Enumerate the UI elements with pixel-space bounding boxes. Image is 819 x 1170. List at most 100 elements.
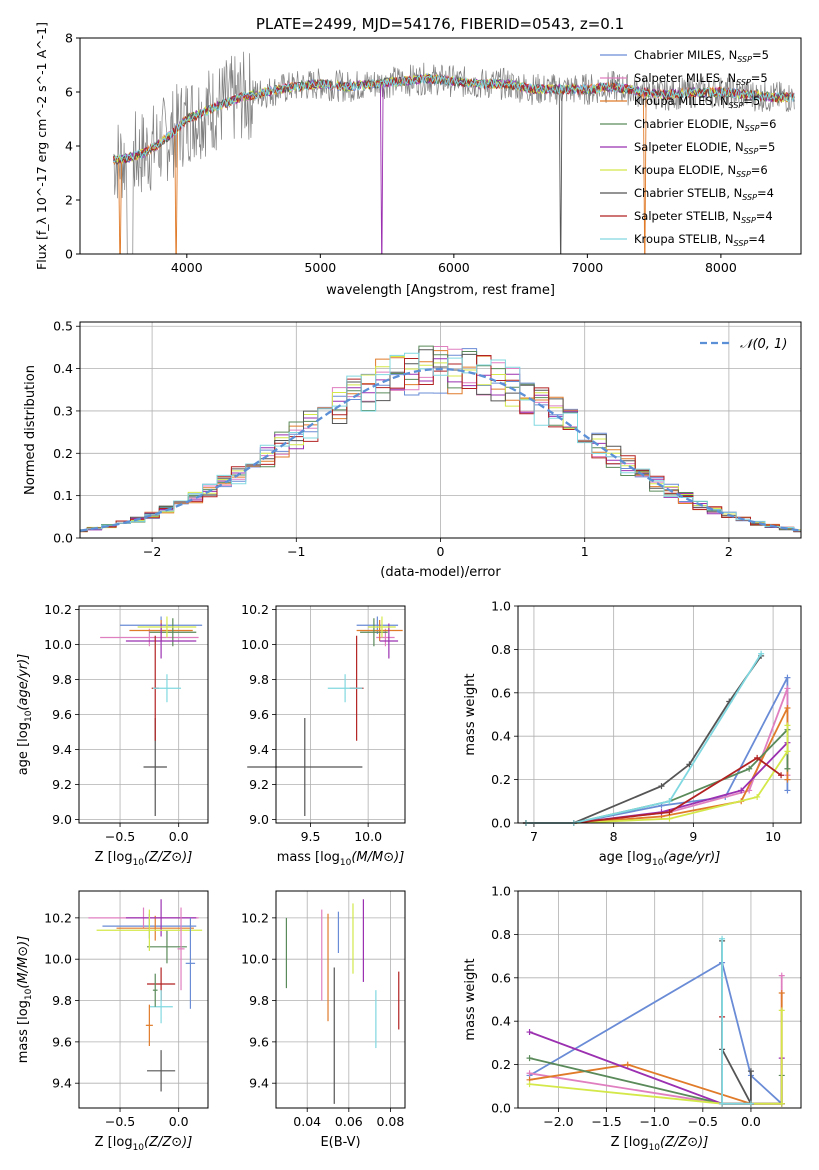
y-axis-label: Flux [f_λ 10^-17 erg cm^-2 s^-1 A^-1]: [34, 22, 49, 270]
y-tick-label: 9.6: [249, 1034, 269, 1049]
x-axis-label: Z [log10(Z/Z⊙)]: [95, 850, 193, 868]
axes-frame: [275, 890, 406, 1109]
weight-point-marker: [526, 1081, 533, 1088]
weight-point-marker: [666, 809, 673, 816]
y-tick-label: 9.4: [52, 1076, 72, 1091]
y-tick-label: 0.3: [53, 403, 73, 418]
weight-point-marker: [666, 798, 673, 805]
legend-label: Chabrier ELODIE, NSSP=6: [634, 117, 776, 133]
y-tick-label: 10.0: [44, 637, 72, 652]
weight-point-marker: [784, 685, 791, 692]
x-tick-label: −0.5: [105, 829, 135, 844]
axes-frame: [78, 605, 209, 824]
y-tick-label: 10.2: [44, 910, 72, 925]
y-tick-label: 0.4: [53, 361, 73, 376]
weight-line: [526, 688, 789, 824]
axes-frame: [79, 321, 802, 539]
y-tick-label: 10.2: [241, 602, 269, 617]
y-tick-label: 9.4: [52, 742, 72, 757]
x-tick-label: 0.0: [741, 1114, 761, 1129]
y-tick-label: 2: [65, 193, 73, 208]
y-tick-label: 0.5: [53, 319, 73, 334]
y-tick-label: 10.0: [241, 952, 269, 967]
weight-point-marker: [658, 783, 665, 790]
y-tick-label: 9.0: [249, 812, 269, 827]
legend-label: Chabrier MILES, NSSP=5: [634, 48, 769, 64]
legend-label: Chabrier STELIB, NSSP=4: [634, 186, 774, 202]
y-axis-label: Normed distribution: [23, 365, 38, 495]
x-axis-label: mass [log10(M/M⊙)]: [277, 850, 405, 868]
mass-vs-z-panel: −0.5 0.0 9.4 9.6 9.8 10.0 10.2 Z [log10(Z/Z⊙)] m…: [16, 890, 209, 1153]
weight-point-marker: [784, 674, 791, 681]
weight-point-marker: [784, 704, 791, 711]
weight-point-marker: [624, 1061, 631, 1068]
y-axis-label: mass [log10(M/M⊙)]: [16, 936, 34, 1064]
weight-line: [526, 727, 789, 824]
weight-point-marker: [754, 754, 761, 761]
y-tick-label: 8: [65, 31, 73, 46]
y-tick-label: 9.8: [249, 993, 269, 1008]
y-axis-label: mass weight: [463, 958, 478, 1040]
legend-label: Salpeter MILES, NSSP=5: [634, 71, 768, 87]
x-tick-label: −0.5: [688, 1114, 718, 1129]
x-tick-label: 9: [689, 829, 697, 844]
x-tick-label: 9.5: [301, 829, 321, 844]
x-axis-label: wavelength [Angstrom, rest frame]: [326, 283, 555, 298]
weight-point-marker: [747, 1068, 754, 1075]
legend-label: Salpeter STELIB, NSSP=4: [634, 209, 773, 225]
spectrum-data-line: [113, 51, 795, 254]
x-axis-label: E(B-V): [320, 1135, 360, 1150]
legend-label: Kroupa MILES, NSSP=5: [634, 94, 760, 110]
weight-point-marker: [778, 989, 785, 996]
weight-point-marker: [754, 793, 761, 800]
x-tick-label: 0.06: [335, 1114, 363, 1129]
y-tick-label: 9.8: [52, 672, 72, 687]
x-tick-label: 10: [765, 829, 781, 844]
y-tick-label: 9.4: [249, 1076, 269, 1091]
y-tick-label: 9.0: [52, 812, 72, 827]
y-tick-label: 0.1: [53, 488, 73, 503]
x-tick-label: 5000: [304, 260, 336, 275]
y-tick-label: 0.2: [491, 772, 511, 787]
x-tick-label: 0.08: [377, 1114, 405, 1129]
weight-point-marker: [778, 1100, 785, 1107]
legend-label: Kroupa STELIB, NSSP=4: [634, 232, 765, 248]
x-tick-label: 8000: [705, 260, 737, 275]
y-tick-label: 0.4: [491, 1014, 511, 1029]
y-tick-label: 10.0: [44, 952, 72, 967]
y-tick-label: 0: [65, 247, 73, 262]
y-tick-label: 1.0: [491, 884, 511, 899]
x-tick-label: 2: [725, 544, 733, 559]
x-tick-label: −2: [143, 544, 161, 559]
x-tick-label: 0.04: [293, 1114, 321, 1129]
x-tick-label: 0.0: [169, 829, 189, 844]
y-tick-label: 10.2: [44, 602, 72, 617]
weight-line: [526, 677, 789, 824]
x-tick-label: 10.0: [354, 829, 382, 844]
y-tick-label: 9.2: [52, 777, 72, 792]
weight-point-marker: [784, 776, 791, 783]
weight-line: [529, 975, 783, 1105]
weight-line: [529, 961, 783, 1105]
x-tick-label: −1.5: [591, 1114, 621, 1129]
y-tick-label: 0.2: [53, 446, 73, 461]
spectrum-model-line: [113, 74, 795, 163]
histogram-series: [80, 346, 801, 531]
y-tick-label: 9.6: [52, 1034, 72, 1049]
y-tick-label: 0.4: [491, 729, 511, 744]
y-tick-label: 9.8: [249, 672, 269, 687]
y-tick-label: 9.8: [52, 993, 72, 1008]
normal-reference-curve: [79, 367, 802, 532]
weight-point-marker: [778, 1007, 785, 1014]
y-tick-label: 9.6: [249, 707, 269, 722]
x-axis-label: Z [log10(Z/Z⊙)]: [95, 1135, 193, 1153]
histogram-series: [80, 358, 801, 531]
x-axis-label: age [log10(age/yr)]: [599, 850, 721, 868]
y-tick-label: 6: [65, 85, 73, 100]
y-tick-label: 0.0: [491, 1101, 511, 1116]
weight-point-marker: [778, 972, 785, 979]
y-tick-label: 10.0: [241, 637, 269, 652]
axes-frame: [78, 890, 209, 1109]
weight-point-marker: [738, 787, 745, 794]
axes-frame: [517, 890, 802, 1109]
